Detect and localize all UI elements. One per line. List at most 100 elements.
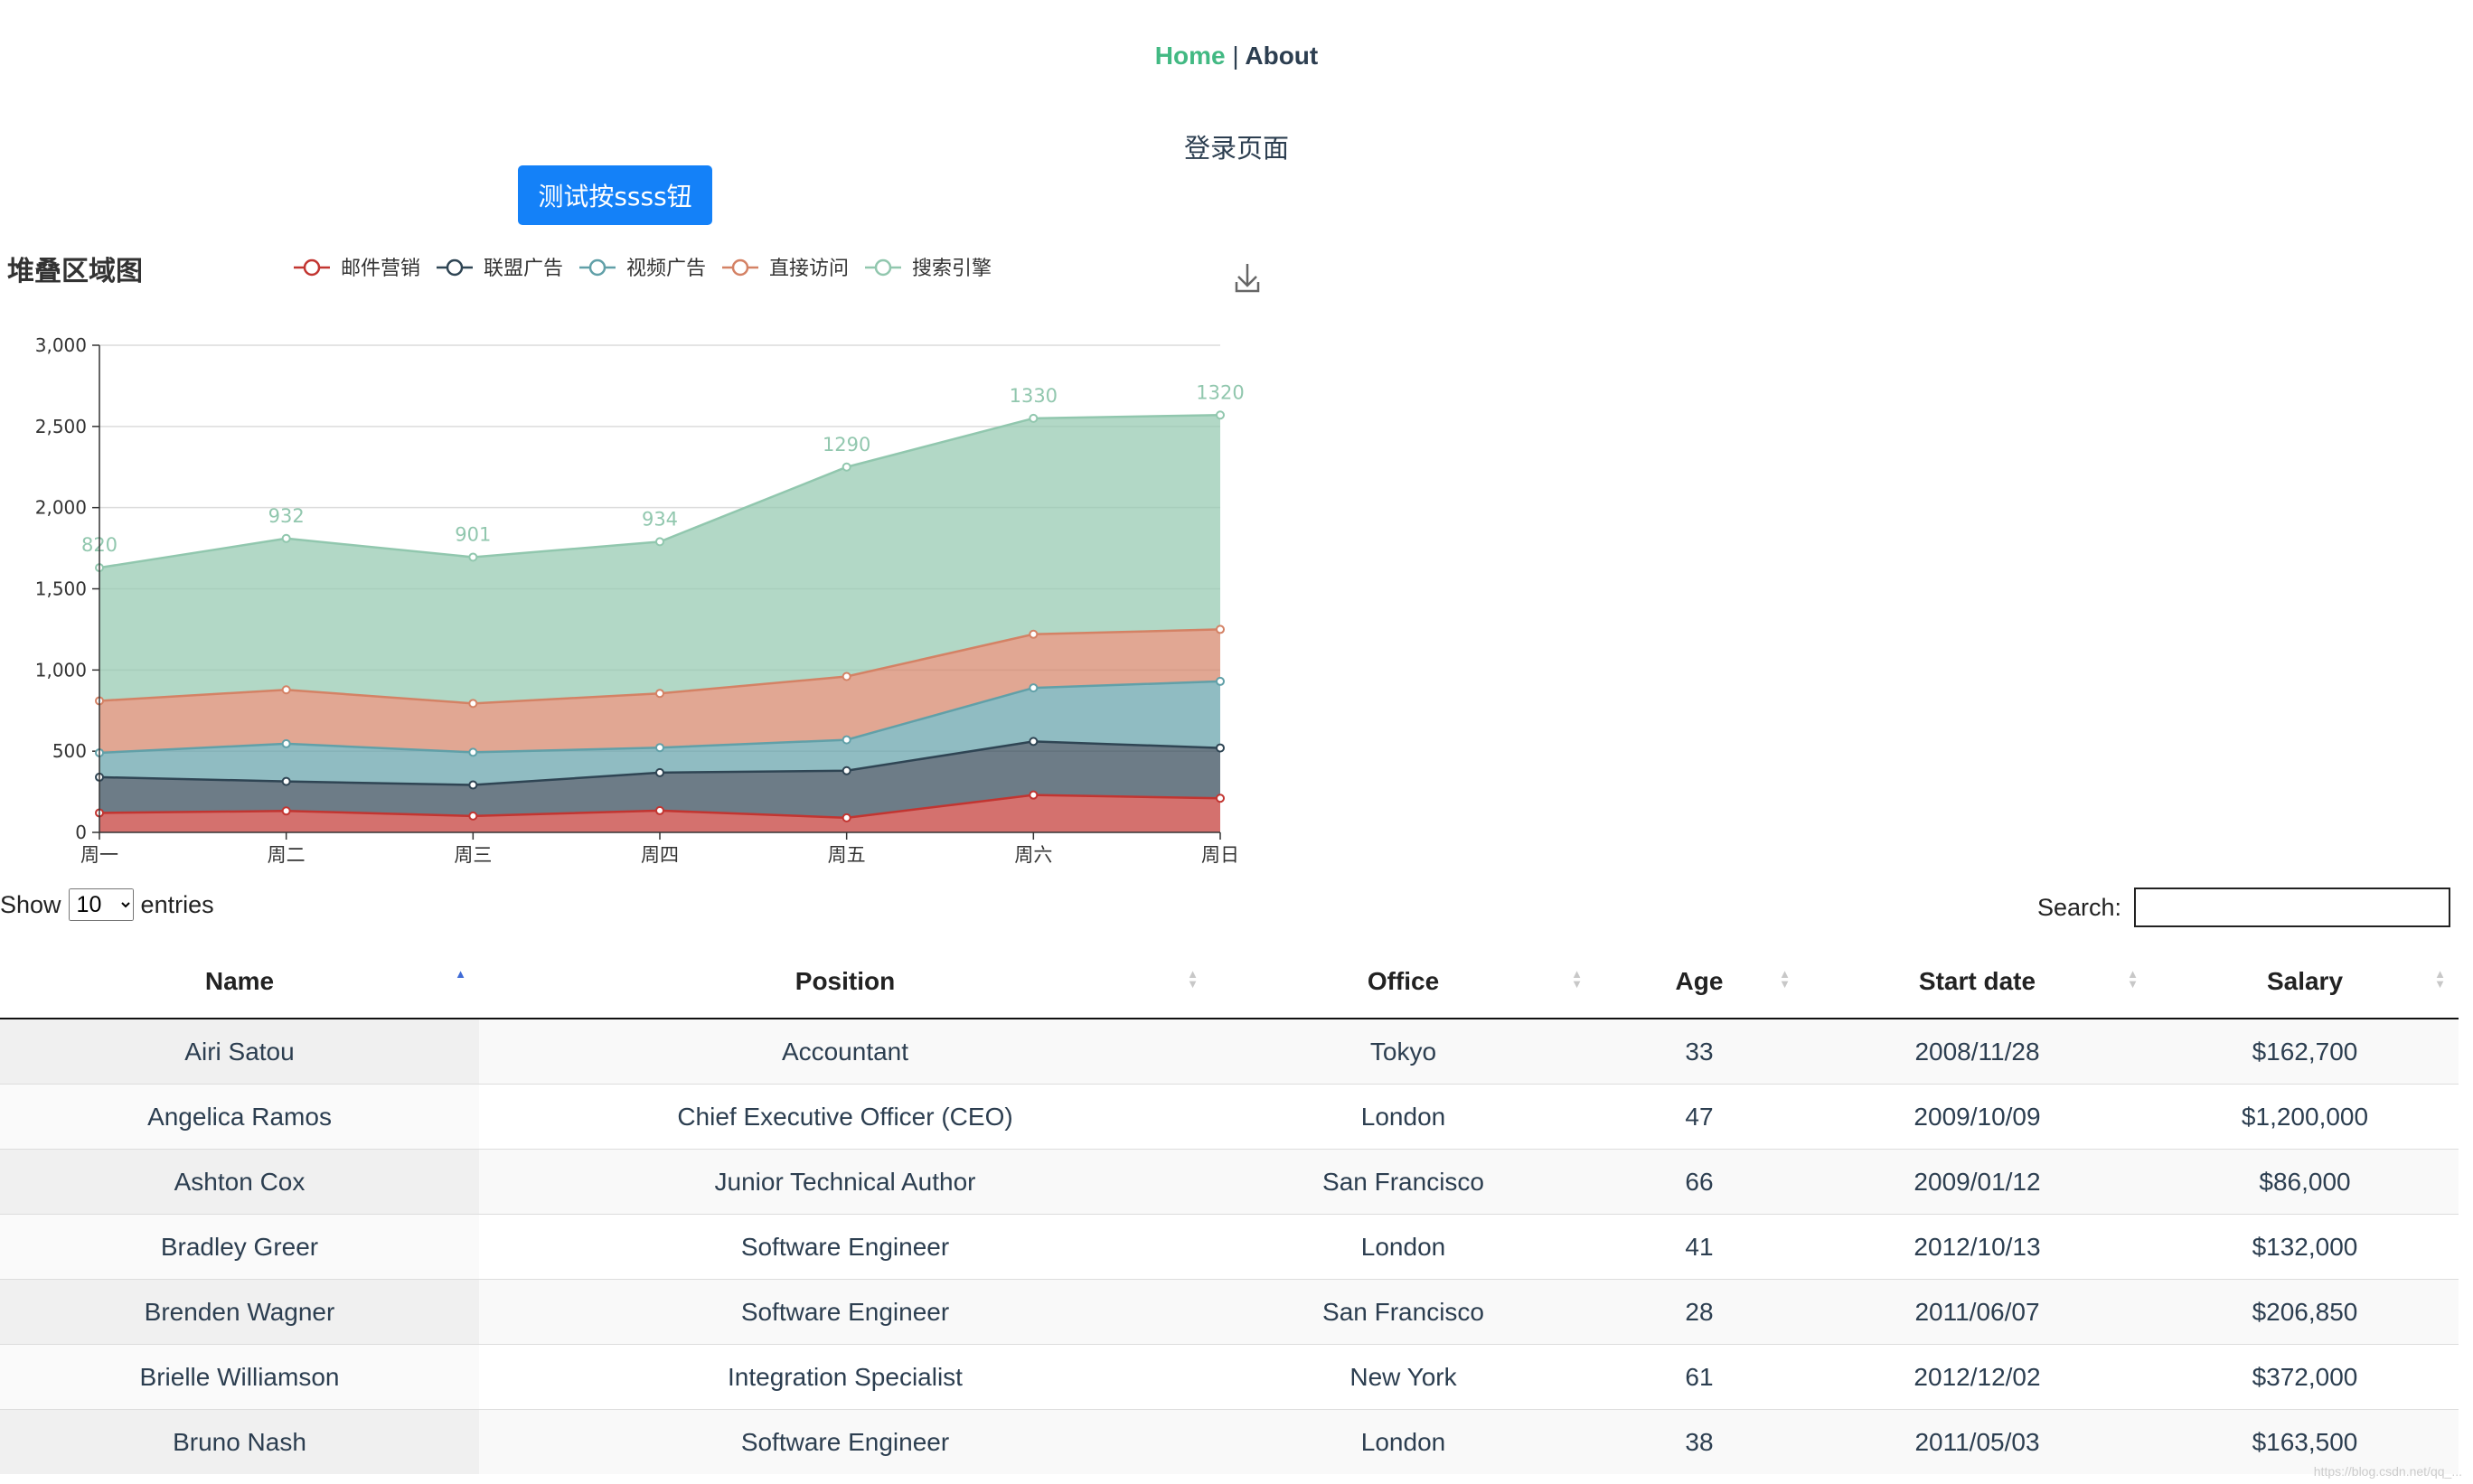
area-视频广告 (99, 681, 1220, 785)
table-cell: 2011/06/07 (1803, 1279, 2151, 1345)
table-cell: Brielle Williamson (0, 1344, 479, 1410)
table-cell: Ashton Cox (0, 1149, 479, 1215)
table-cell: Software Engineer (479, 1409, 1211, 1474)
x-tick-label: 周六 (1014, 844, 1052, 866)
table-cell: Bruno Nash (0, 1409, 479, 1474)
table-cell: London (1211, 1214, 1595, 1280)
nav-separator: | (1232, 42, 1239, 70)
legend-label: 联盟广告 (484, 258, 563, 280)
nav-home-link[interactable]: Home (1154, 42, 1226, 70)
y-tick-label: 500 (52, 740, 87, 762)
table-cell: San Francisco (1211, 1279, 1595, 1345)
entries-label: entries (140, 890, 214, 918)
legend-label: 搜索引擎 (912, 258, 992, 280)
x-tick-label: 周二 (268, 844, 306, 866)
page-title: 登录页面 (1183, 133, 1289, 164)
page-length-select[interactable]: 102550100 (68, 888, 134, 921)
data-point (281, 685, 291, 695)
data-point (655, 689, 664, 699)
x-tick-label: 周五 (828, 844, 866, 866)
watermark-text: https://blog.csdn.net/qq_... (2313, 1464, 2462, 1479)
stacked-area-chart: 堆叠区域图 邮件营销 联盟广告 视频广告 直接访问 搜索引擎 0 500 1,000 1,500 2… (0, 235, 1284, 877)
data-point (842, 735, 851, 745)
table-cell: San Francisco (1211, 1149, 1595, 1215)
legend-marker (874, 258, 892, 277)
table-cell: New York (1211, 1344, 1595, 1410)
table-cell: $86,000 (2151, 1149, 2459, 1215)
data-label: 1320 (1196, 381, 1244, 403)
data-point (1029, 683, 1039, 693)
top-nav: Home | About (0, 42, 2473, 70)
table-cell: Bradley Greer (0, 1214, 479, 1280)
area-搜索引擎 (99, 415, 1220, 704)
data-point (468, 552, 478, 562)
legend-label: 视频广告 (626, 258, 706, 280)
table-cell: 38 (1595, 1409, 1803, 1474)
table-cell: 2011/05/03 (1803, 1409, 2151, 1474)
nav-about-link[interactable]: About (1245, 42, 1319, 70)
column-header-age[interactable]: Age ▲ ▼ (1595, 945, 1803, 1019)
column-header-label: Office (1367, 967, 1440, 995)
y-tick-label: 2,000 (35, 497, 87, 519)
download-icon[interactable] (1235, 264, 1260, 293)
table-cell: 2012/12/02 (1803, 1344, 2151, 1410)
column-header-name[interactable]: Name ▲▼ (0, 945, 479, 1019)
sort-icon: ▲▼ (1571, 967, 1583, 991)
data-point (468, 811, 478, 821)
table-cell: $372,000 (2151, 1344, 2459, 1410)
data-point (1216, 625, 1225, 634)
test-button[interactable]: 测试按ssss钮 (518, 165, 712, 225)
data-point (1216, 743, 1225, 753)
table-cell: 2012/10/13 (1803, 1214, 2151, 1280)
column-header-label: Position (795, 967, 896, 995)
table-cell: London (1211, 1084, 1595, 1150)
table-cell: 61 (1595, 1344, 1803, 1410)
sort-icon: ▲▼ (455, 967, 466, 981)
area-联盟广告 (99, 741, 1220, 818)
column-header-office[interactable]: Office ▲ ▼ (1211, 945, 1595, 1019)
table-cell: 41 (1595, 1214, 1803, 1280)
table-cell: $1,200,000 (2151, 1084, 2459, 1150)
table-cell: Tokyo (1211, 1018, 1595, 1085)
data-point (281, 738, 291, 748)
table-cell: 2008/11/28 (1803, 1018, 2151, 1085)
table-row: Brenden Wagner Software Engineer San Franc… (0, 1279, 2459, 1345)
data-point (281, 776, 291, 786)
legend-marker (588, 258, 606, 277)
data-label: 901 (455, 523, 491, 545)
table-cell: Integration Specialist (479, 1344, 1211, 1410)
column-header-label: Age (1675, 967, 1724, 995)
data-point (1029, 737, 1039, 747)
sort-icon: ▲▼ (1187, 967, 1199, 991)
data-point (468, 699, 478, 709)
column-header-salary[interactable]: Salary ▲ ▼ (2151, 945, 2459, 1019)
data-point (1216, 676, 1225, 686)
data-point (655, 743, 664, 753)
chart-title: 堆叠区域图 (7, 256, 143, 287)
data-point (1029, 413, 1039, 423)
chart-canvas: 堆叠区域图 邮件营销 联盟广告 视频广告 直接访问 搜索引擎 0 500 1,000 1,500 2… (7, 256, 1260, 866)
sort-icon: ▲▼ (1779, 967, 1791, 991)
table-cell: Accountant (479, 1018, 1211, 1085)
show-label: Show (0, 890, 61, 918)
table-cell: $206,850 (2151, 1279, 2459, 1345)
data-point (842, 765, 851, 775)
search-control: Search: (2037, 888, 2451, 927)
table-row: Airi Satou Accountant Tokyo 33 2008/11/28 $16… (0, 1018, 2459, 1085)
data-point (842, 462, 851, 472)
table-cell: $163,500 (2151, 1409, 2459, 1474)
column-header-position[interactable]: Position ▲ ▼ (479, 945, 1211, 1019)
table-cell: Angelica Ramos (0, 1084, 479, 1150)
y-tick-label: 0 (75, 822, 87, 843)
y-tick-label: 2,500 (35, 416, 87, 437)
x-tick-label: 周日 (1201, 844, 1239, 866)
search-label: Search: (2037, 893, 2122, 921)
data-label: 1330 (1010, 385, 1058, 407)
table-cell: Software Engineer (479, 1279, 1211, 1345)
column-header-start-date[interactable]: Start date ▲ ▼ (1803, 945, 2151, 1019)
sort-icon: ▲▼ (2434, 967, 2446, 991)
data-point (1216, 794, 1225, 803)
area-直接访问 (99, 629, 1220, 753)
table-cell: 28 (1595, 1279, 1803, 1345)
search-input[interactable] (2134, 888, 2451, 927)
